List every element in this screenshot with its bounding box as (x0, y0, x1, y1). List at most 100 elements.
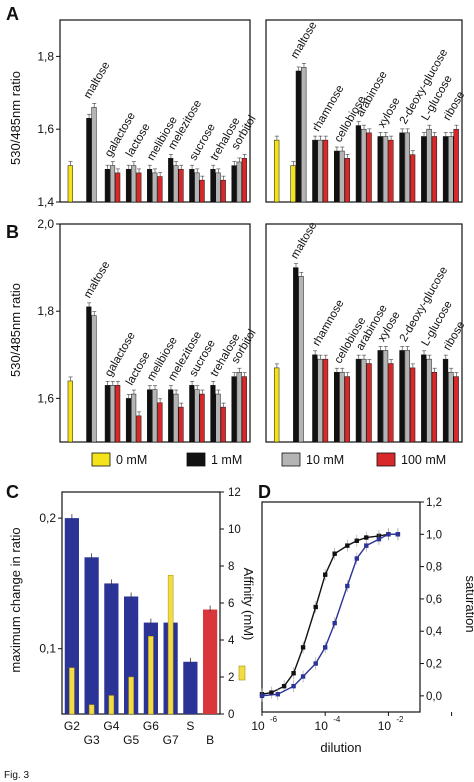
bar (322, 139, 329, 203)
bar (448, 371, 454, 443)
bar (86, 118, 92, 203)
data-point (354, 538, 359, 543)
bar (157, 402, 163, 443)
data-point (275, 692, 280, 697)
bar (199, 179, 205, 203)
x-tick-label: 10 (378, 719, 392, 733)
bar (317, 358, 323, 443)
bar (152, 389, 158, 443)
data-point (345, 543, 350, 548)
category-label: lactose (124, 350, 153, 388)
bar (194, 389, 200, 443)
bar (168, 158, 174, 203)
bar (312, 139, 318, 203)
bar (339, 371, 345, 443)
bar (231, 376, 237, 443)
data-point (332, 551, 337, 556)
y2-tick-label: 0 (228, 709, 234, 721)
bar (236, 371, 242, 443)
bar (189, 168, 195, 203)
category-label: S (186, 719, 194, 733)
y2-tick-label: 6 (228, 598, 234, 610)
bar (355, 125, 362, 203)
bar (399, 350, 405, 443)
bar (273, 139, 280, 203)
data-point (269, 690, 274, 695)
bar (448, 136, 454, 203)
bar (388, 363, 394, 443)
bar (409, 367, 416, 443)
category-label: G5 (123, 733, 139, 747)
bar (215, 393, 221, 443)
panel-a: 530/485nm ratio1,41,61,8maltosegalactose… (8, 19, 467, 209)
y2-axis-label: Affinity (mM) (241, 568, 256, 641)
bar (67, 165, 73, 203)
panel-label-c: C (6, 482, 19, 502)
legend: 0 mM 1 mM 10 mM 100 mM (91, 452, 446, 467)
bar (334, 371, 340, 443)
affinity-bar (88, 704, 95, 715)
category-label: G7 (163, 733, 179, 747)
bar (293, 267, 299, 443)
category-label: G3 (84, 733, 100, 747)
bar (298, 276, 304, 443)
bar (453, 128, 459, 203)
category-label: B (206, 733, 214, 747)
bar (173, 393, 179, 443)
affinity-bar (69, 667, 75, 715)
bar (131, 165, 137, 203)
bar (147, 168, 153, 203)
y-tick-label: 1,6 (37, 122, 54, 136)
panel-b: 530/485nm ratio1,61,82,0maltosegalactose… (8, 217, 467, 443)
legend-swatch (281, 452, 301, 467)
affinity-bar (128, 676, 134, 715)
affinity-bar (148, 636, 154, 715)
x-tick-label: 10 (315, 719, 329, 733)
bar (241, 158, 247, 203)
bar (344, 158, 350, 203)
x-tick-label: 10 (251, 719, 265, 733)
y2-tick-label: 10 (228, 524, 241, 536)
data-point (291, 671, 296, 676)
bar (64, 518, 79, 714)
bar (388, 139, 394, 203)
bar (67, 380, 73, 443)
data-point (323, 572, 328, 577)
bar (312, 354, 318, 443)
y-axis-label: saturation (463, 575, 474, 632)
bar (104, 385, 110, 443)
plot-frame (261, 501, 421, 713)
bar (168, 389, 174, 443)
bar (382, 136, 389, 203)
category-label: rhamnose (311, 298, 347, 348)
bar (91, 315, 97, 443)
data-point (332, 620, 337, 626)
y-axis-label: 530/485nm ratio (8, 71, 23, 165)
y-tick-label: 1,6 (37, 391, 54, 405)
bar (301, 67, 307, 203)
y-tick-label: 0,1 (39, 642, 56, 656)
data-point (395, 532, 401, 537)
bar (361, 358, 367, 443)
category-label: maltose (289, 20, 320, 61)
y-tick-label: 0,6 (426, 594, 442, 606)
data-point (364, 535, 369, 540)
caption: Fig. 3 (4, 770, 29, 781)
bar (115, 172, 121, 203)
bar (382, 350, 389, 443)
bar (442, 136, 449, 203)
bar (109, 385, 116, 443)
bar (339, 150, 345, 203)
data-point (313, 661, 318, 666)
bar (399, 132, 405, 203)
bar (366, 363, 372, 443)
bar (220, 406, 226, 443)
bar (220, 179, 226, 203)
y2-tick-label: 12 (228, 487, 241, 499)
data-point (354, 556, 359, 561)
bar (178, 406, 184, 443)
category-label: maltose (82, 60, 113, 101)
bar (361, 128, 367, 203)
y-tick-label: 0,0 (426, 691, 442, 703)
